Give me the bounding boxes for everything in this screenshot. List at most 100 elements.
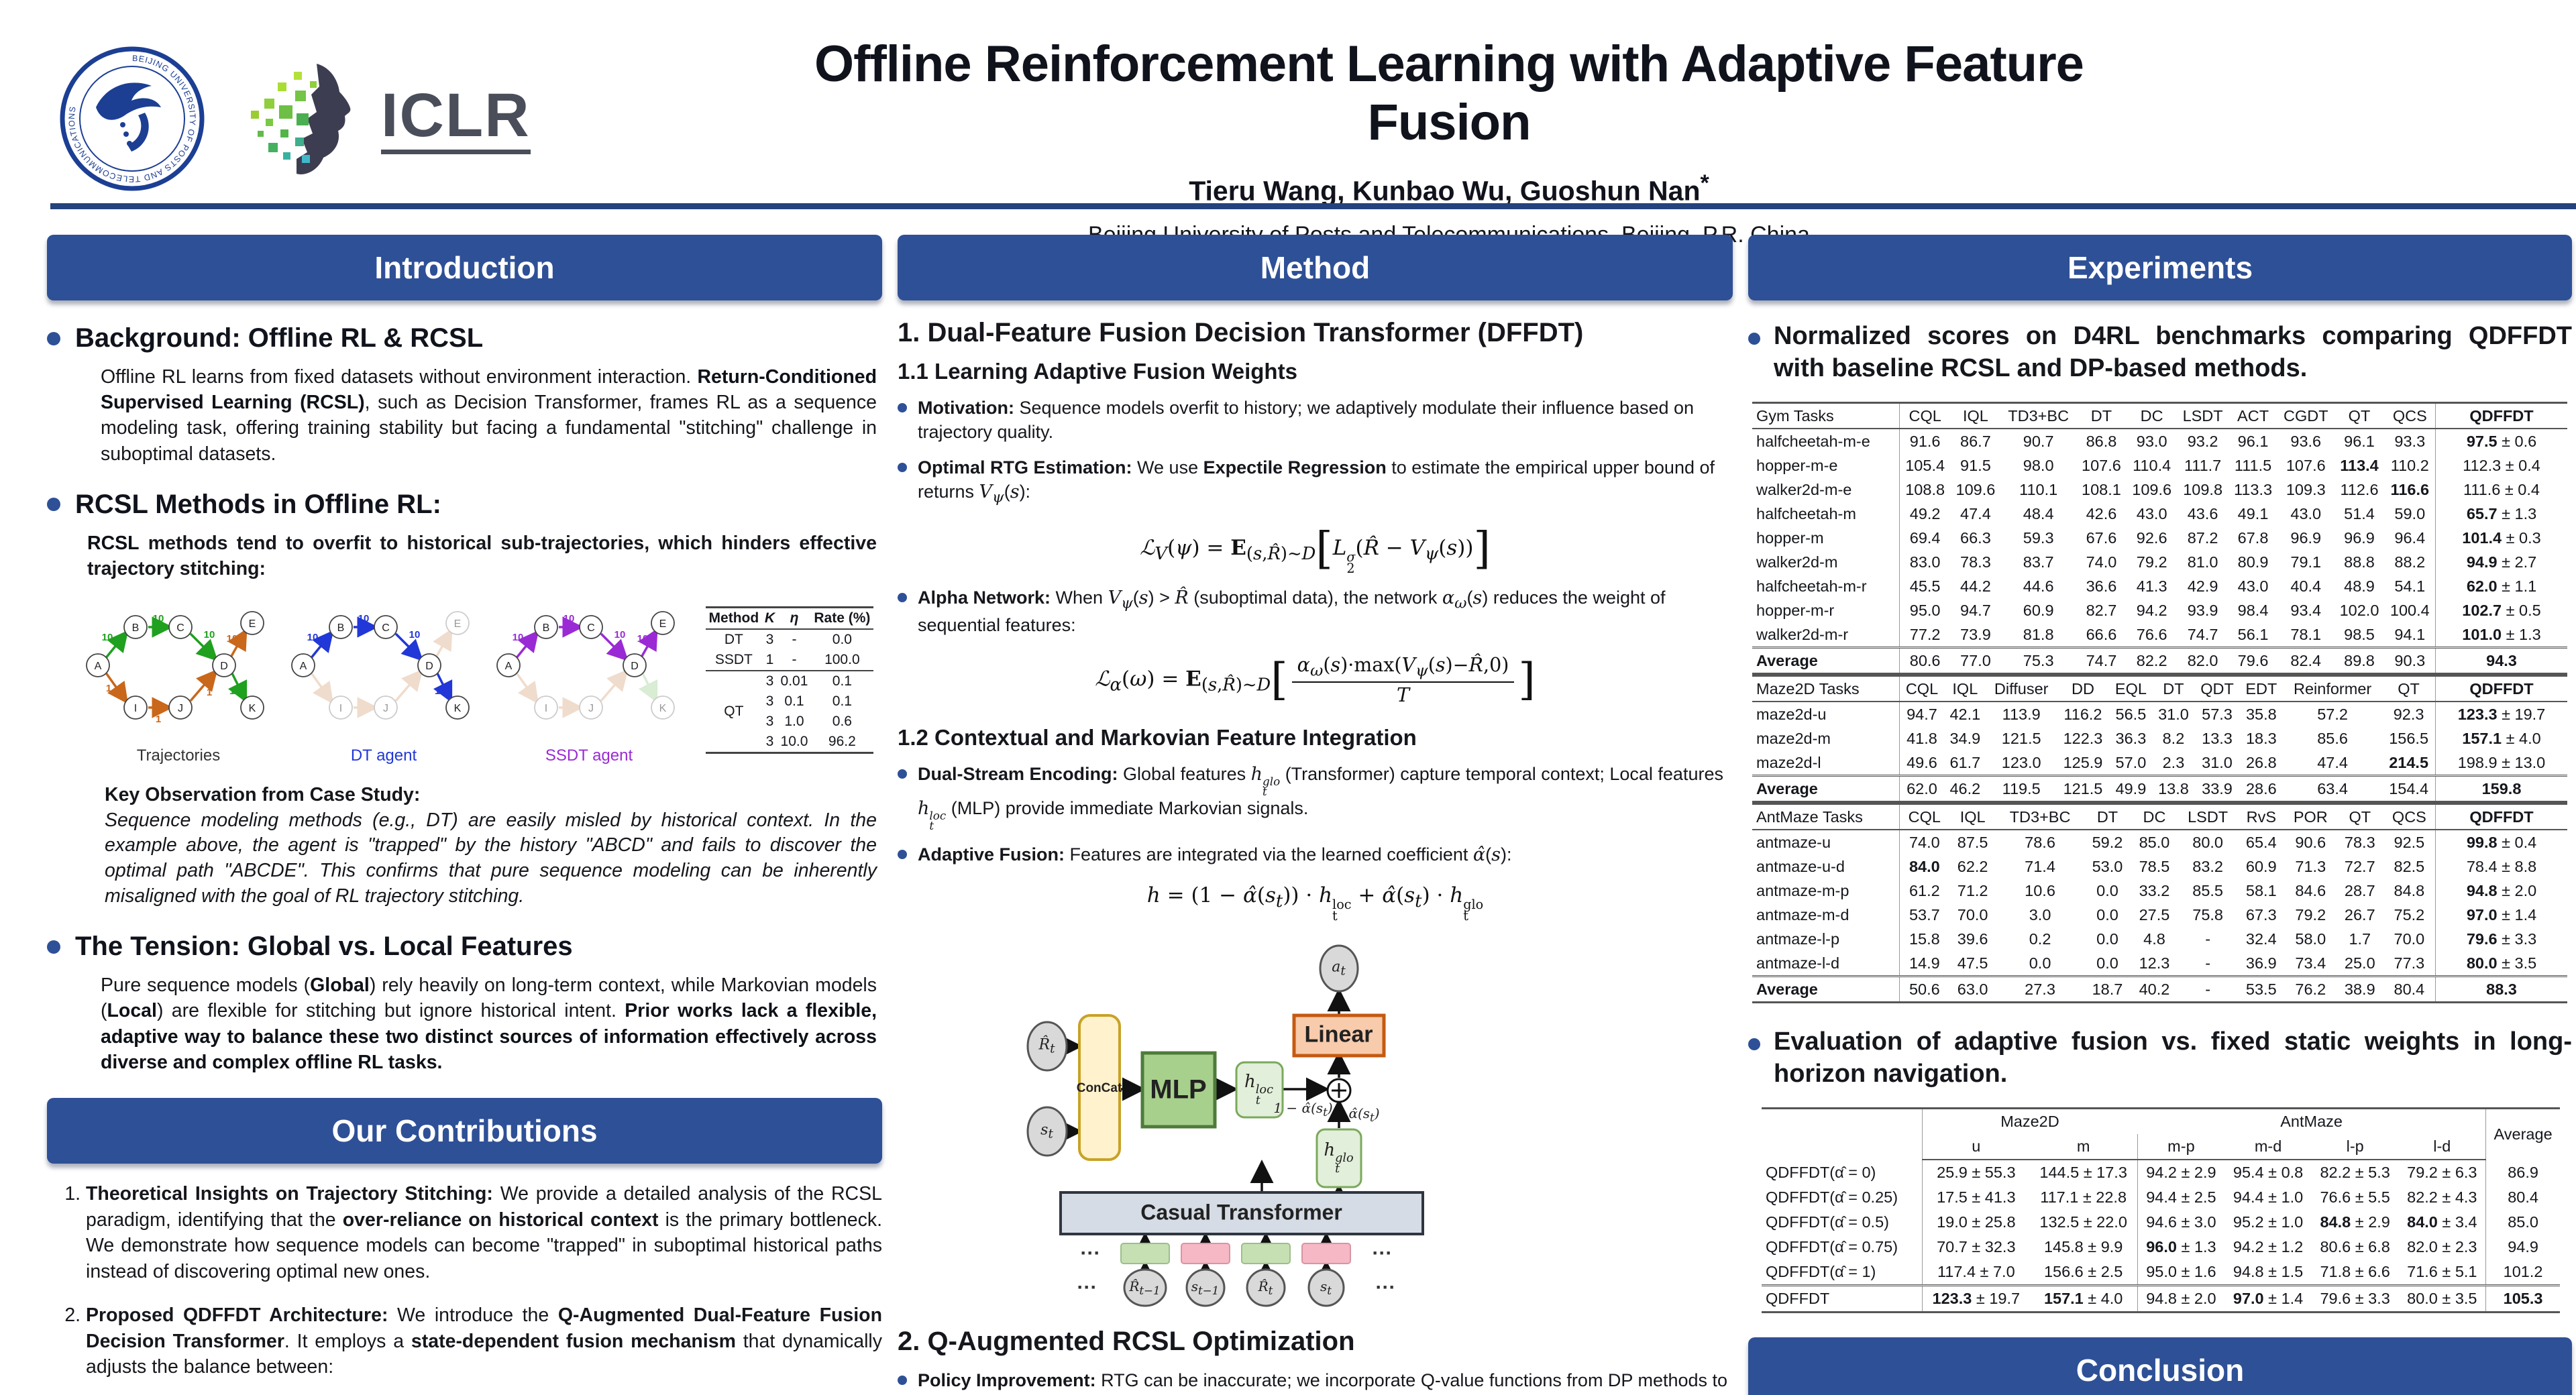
svg-text:B: B — [337, 622, 344, 634]
bullet-icon — [898, 593, 907, 603]
group-antmaze: AntMaze — [2280, 1113, 2343, 1130]
intro-column: Introduction Background: Offline RL & RC… — [47, 235, 882, 1395]
svg-text:K: K — [248, 703, 256, 714]
svg-text:10: 10 — [152, 613, 164, 624]
streams-list: Global Stream: A self-attention module c… — [106, 1392, 882, 1395]
bullet-icon — [898, 463, 907, 473]
contributions-list: Theoretical Insights on Trajectory Stitc… — [54, 1181, 882, 1395]
iclr-logo: ICLR — [237, 52, 531, 186]
svg-text:10: 10 — [307, 632, 318, 643]
method-column: Method 1. Dual-Feature Fusion Decision T… — [898, 235, 1733, 1395]
svg-text:K: K — [659, 703, 666, 714]
method-s12-title: 1.2 Contextual and Markovian Feature Int… — [898, 724, 1417, 750]
author-asterisk: * — [1700, 170, 1709, 196]
graph-dt-agent: A B C D K E I J 10 10 10 — [283, 595, 484, 765]
svg-text:1: 1 — [105, 683, 111, 694]
svg-text:A: A — [504, 661, 512, 672]
svg-text:10: 10 — [358, 613, 369, 624]
svg-text:I: I — [339, 703, 341, 714]
section-header-conclusion: Conclusion — [1748, 1337, 2572, 1395]
gym-results-table: Gym Tasks CQL IQL TD3+BC DT DC LSDT ACT CGDT QT QC… — [1752, 402, 2567, 675]
logo-row: BEIJING UNIVERSITY OF POSTS AND TELECOMM… — [59, 46, 531, 192]
svg-text:D: D — [631, 661, 639, 672]
svg-text:C: C — [382, 622, 390, 634]
concat-box-label: ConCat — [1076, 1081, 1122, 1096]
graph-caption: SSDT agent — [545, 746, 633, 765]
header-divider — [50, 203, 2576, 209]
bullet-icon — [47, 940, 60, 954]
svg-text:10: 10 — [203, 629, 215, 640]
svg-text:E: E — [659, 618, 666, 630]
maze2d-results-table: Maze2D Tasks CQL IQL Diffuser DD EQL DT QDT EDT R… — [1752, 675, 2567, 803]
section-header-experiments: Experiments — [1748, 235, 2572, 300]
iclr-face-icon — [251, 64, 351, 174]
architecture-diagram: at R̂t st ConCat MLP h loc t Linear 1 − α̂… — [1020, 934, 1611, 1309]
key-observation: Key Observation from Case Study: Sequenc… — [105, 783, 877, 909]
section-header-introduction: Introduction — [47, 235, 882, 300]
svg-text:B: B — [131, 622, 139, 634]
svg-text:C: C — [587, 622, 595, 634]
title-block: Offline Reinforcement Learning with Adap… — [792, 35, 2106, 248]
linear-box-label: Linear — [1304, 1021, 1373, 1048]
input-rtg-label: R̂t — [1258, 1278, 1273, 1298]
svg-text:1: 1 — [229, 685, 234, 697]
method-s1-title: 1. Dual-Feature Fusion Decision Transfor… — [898, 318, 1584, 347]
svg-text:I: I — [133, 703, 136, 714]
background-heading: Background: Offline RL & RCSL — [47, 323, 882, 353]
svg-text:A: A — [94, 661, 101, 672]
bullet-icon — [47, 331, 60, 345]
bullet-icon — [898, 403, 907, 412]
svg-text:1: 1 — [155, 714, 160, 725]
bullet-icon — [898, 850, 907, 860]
output-action-label: at — [1332, 958, 1346, 979]
transformer-box-label: Casual Transformer — [1140, 1200, 1342, 1225]
hloc-label: h loc t — [1244, 1072, 1273, 1108]
contribution-item: Theoretical Insights on Trajectory Stitc… — [86, 1181, 882, 1285]
svg-text:1: 1 — [434, 685, 439, 697]
svg-text:10: 10 — [101, 632, 113, 643]
section-header-contributions: Our Contributions — [47, 1097, 882, 1164]
authors: Tieru Wang, Kunbao Wu, Guoshun Nan* — [1189, 170, 1709, 207]
svg-text:K: K — [453, 703, 461, 714]
svg-text:D: D — [220, 661, 228, 672]
ellipsis: ··· — [1080, 1242, 1101, 1265]
benchmark-claim: Normalized scores on D4RL benchmarks com… — [1748, 321, 2572, 384]
bullet-icon — [1748, 333, 1760, 345]
group-average: Average — [2485, 1108, 2560, 1160]
key-observation-heading: Key Observation from Case Study: — [105, 784, 421, 806]
ellipsis: ··· — [1077, 1276, 1097, 1299]
graph-trajectories: A B C D E I J K 10 10 10 10 1 — [78, 595, 279, 765]
rtg-input-label: R̂t — [1038, 1036, 1055, 1056]
svg-text:E: E — [248, 618, 256, 630]
global-weight-label: α̂(st) — [1348, 1105, 1380, 1125]
method-s2-title: 2. Q-Augmented RCSL Optimization — [898, 1327, 1355, 1357]
bupt-logo-icon: BEIJING UNIVERSITY OF POSTS AND TELECOMM… — [60, 46, 205, 191]
fusion-claim: Evaluation of adaptive fusion vs. fixed … — [1748, 1026, 2572, 1090]
rcsl-paragraph: RCSL methods tend to overfit to historic… — [87, 532, 877, 579]
group-maze2d: Maze2D — [2000, 1113, 2059, 1130]
bullet-icon — [898, 1376, 907, 1386]
input-state-label: st — [1320, 1278, 1332, 1298]
svg-text:A: A — [299, 661, 307, 672]
graph-ssdt-agent: A B C D E I J K 10 10 10 — [488, 595, 690, 765]
svg-text:J: J — [588, 703, 594, 714]
svg-text:I: I — [544, 703, 547, 714]
svg-text:10: 10 — [226, 633, 237, 645]
state-input-label: st — [1040, 1121, 1053, 1141]
background-paragraph: Offline RL learns from fixed datasets wi… — [101, 366, 877, 465]
poster-title: Offline Reinforcement Learning with Adap… — [814, 36, 2084, 151]
svg-text:10: 10 — [563, 613, 574, 624]
svg-text:10: 10 — [409, 629, 420, 640]
experiments-column: Experiments Normalized scores on D4RL be… — [1748, 235, 2572, 1395]
svg-text:10: 10 — [637, 633, 648, 645]
adaptive-fusion-bullet: Adaptive Fusion: Features are integrated… — [898, 843, 1733, 867]
equation-alpha-loss: ℒα(ω) = E(s,R̂)∼D[αω(s)·max(Vψ(s)−R̂,0) T… — [1095, 653, 1536, 706]
mlp-box-label: MLP — [1150, 1074, 1207, 1105]
bullet-icon — [898, 769, 907, 779]
svg-text:E: E — [453, 618, 461, 630]
policy-bullet: Policy Improvement: RTG can be inaccurat… — [898, 1369, 1733, 1395]
key-observation-body: Sequence modeling methods (e.g., DT) are… — [105, 809, 877, 907]
tension-heading: The Tension: Global vs. Local Features — [47, 932, 882, 962]
